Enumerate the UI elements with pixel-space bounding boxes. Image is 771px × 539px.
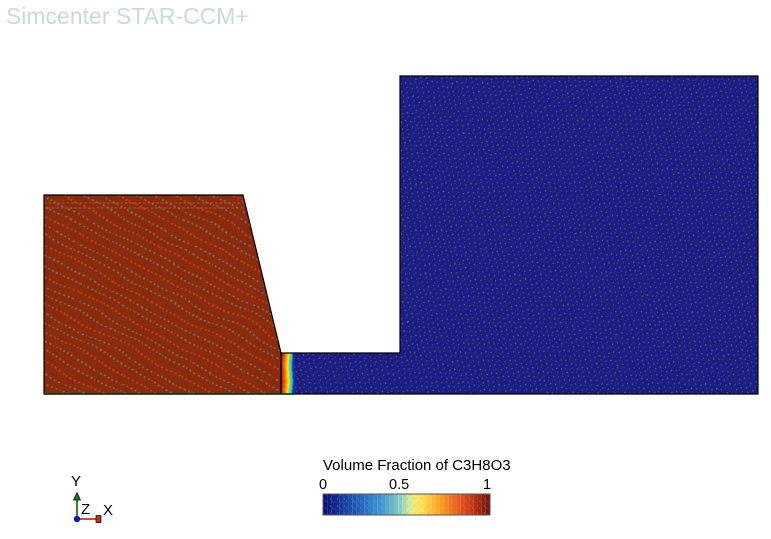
svg-text:1: 1 [483,477,491,493]
svg-text:0: 0 [319,477,327,493]
svg-text:Volume Fraction of C3H8O3: Volume Fraction of C3H8O3 [323,457,511,474]
svg-text:Y: Y [71,473,81,490]
svg-text:Z: Z [81,501,90,518]
svg-text:X: X [103,502,113,519]
svg-text:0.5: 0.5 [389,477,409,493]
